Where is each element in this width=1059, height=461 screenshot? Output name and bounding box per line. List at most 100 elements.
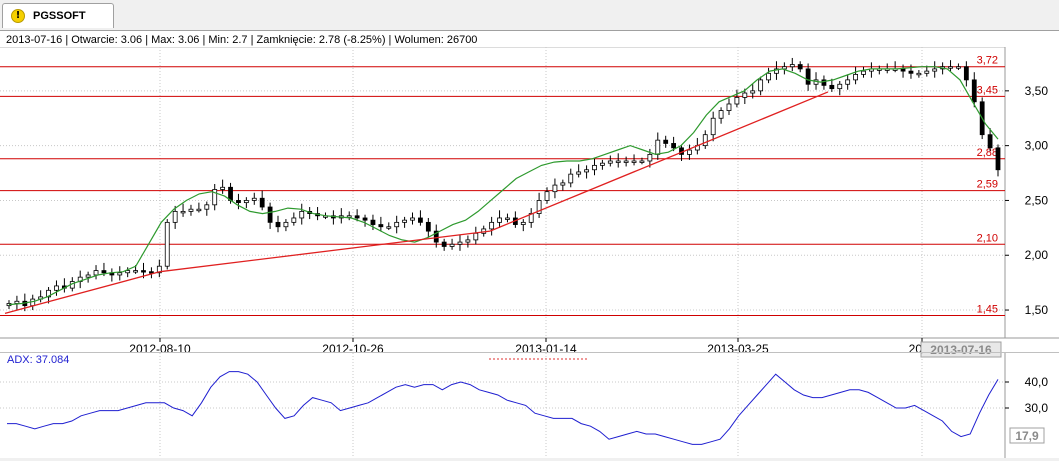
cursor-date-label: 2013-07-16 <box>930 343 992 357</box>
candle-body <box>963 66 969 81</box>
candle-body <box>457 241 463 245</box>
candle <box>505 213 510 223</box>
price-axis: 1,50 2,00 2,50 3,00 3,50 <box>1005 84 1048 317</box>
level-label: 3,72 <box>977 55 998 67</box>
candle-body <box>544 191 550 201</box>
candle <box>781 62 787 75</box>
candle <box>259 190 265 211</box>
candle-body <box>259 197 265 208</box>
candle-body <box>346 215 352 218</box>
candle-body <box>900 68 906 72</box>
adx-panel: ADX: 37.084 30,0 40,0 17,9 <box>0 352 1059 458</box>
candle-body <box>410 217 415 221</box>
tab-pgssoft[interactable]: ! PGSSOFT <box>2 3 114 28</box>
candle-body <box>797 64 803 70</box>
adx-value-label: 17,9 <box>1015 429 1039 443</box>
ma-line <box>8 66 999 306</box>
candle <box>473 226 479 245</box>
candle-body <box>600 162 605 166</box>
candle <box>457 234 463 251</box>
candle <box>995 144 1001 177</box>
candle-body <box>956 66 961 69</box>
candle-body <box>220 186 226 190</box>
candle <box>394 215 400 234</box>
y-tick-label: 2,50 <box>1025 193 1049 207</box>
candle <box>536 192 542 218</box>
candle <box>46 287 51 304</box>
candle <box>243 197 249 209</box>
candle <box>821 75 827 90</box>
candle-body <box>465 239 471 243</box>
candle-body <box>924 70 930 74</box>
candle-body <box>647 154 653 162</box>
candle-body <box>592 164 597 171</box>
candle-body <box>623 160 629 163</box>
candle-body <box>789 64 795 68</box>
candle <box>908 64 914 79</box>
candle <box>805 63 811 91</box>
candle-body <box>631 160 637 163</box>
date-axis: 2012-08-10 2012-10-26 2013-01-14 2013-03-25… <box>129 338 1002 360</box>
candle-body <box>845 79 851 85</box>
candle-body <box>370 219 376 225</box>
candle-body <box>267 206 273 223</box>
candle <box>750 84 756 99</box>
candle-body <box>837 83 843 90</box>
candle <box>671 136 677 152</box>
level-label: 1,45 <box>977 304 998 316</box>
candle <box>267 202 273 229</box>
candle-body <box>995 147 1001 171</box>
candle-body <box>449 243 455 247</box>
candle-body <box>750 90 756 94</box>
candle-body <box>948 66 953 69</box>
candle <box>631 154 637 166</box>
candle <box>93 265 99 280</box>
trendline <box>489 91 829 232</box>
candle <box>346 211 352 221</box>
candle-body <box>275 221 281 228</box>
candle-body <box>117 272 123 276</box>
candle-body <box>204 204 210 210</box>
candle <box>948 60 953 72</box>
candle <box>212 184 218 211</box>
candle-body <box>536 200 542 214</box>
chart-svg[interactable]: 3,72 3,45 2,88 2,59 2,10 1,45 1,50 2,00 2,50 3,0… <box>0 31 1059 458</box>
candle <box>718 107 724 124</box>
candle-body <box>861 70 866 75</box>
candle-body <box>228 186 233 201</box>
candle-body <box>149 271 154 274</box>
candle <box>987 128 993 152</box>
candle <box>465 235 471 248</box>
candle-body <box>85 274 91 278</box>
candle-body <box>291 217 297 223</box>
candle-body <box>433 230 439 243</box>
candle-body <box>378 224 384 228</box>
candle <box>180 203 186 217</box>
warning-icon: ! <box>11 9 25 23</box>
candle-body <box>805 68 811 85</box>
candle <box>61 278 67 293</box>
candle <box>125 267 131 278</box>
candle-body <box>671 143 677 149</box>
cursor-date-badge <box>920 341 1002 358</box>
candle-body <box>172 210 178 223</box>
candle <box>441 238 447 251</box>
moving-average <box>8 66 999 306</box>
candle <box>275 215 281 233</box>
y-tick-label: 3,50 <box>1025 84 1049 98</box>
candle-body <box>283 221 289 228</box>
candle <box>797 61 803 73</box>
candle-body <box>781 66 787 70</box>
candle <box>829 78 835 92</box>
trendlines <box>4 91 829 314</box>
candle-body <box>829 84 835 90</box>
candle <box>109 268 115 282</box>
candle <box>932 61 938 78</box>
candle-body <box>180 210 186 214</box>
candle-body <box>908 70 914 74</box>
candle <box>449 238 455 250</box>
candle <box>433 224 439 248</box>
candle-body <box>758 79 764 92</box>
candle <box>378 216 384 232</box>
candle-body <box>702 134 708 147</box>
